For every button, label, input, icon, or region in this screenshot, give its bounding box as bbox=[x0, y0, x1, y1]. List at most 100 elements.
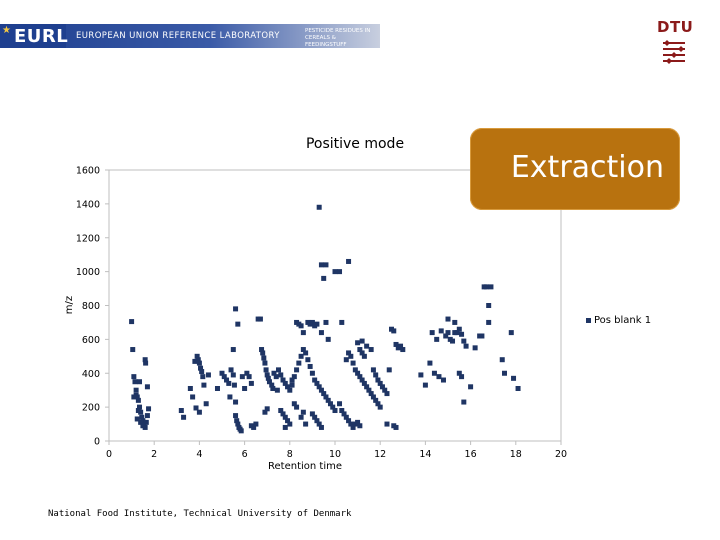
data-point bbox=[287, 421, 293, 427]
data-point bbox=[459, 374, 465, 380]
data-point bbox=[452, 319, 458, 325]
data-point bbox=[456, 326, 462, 332]
data-point bbox=[309, 319, 315, 325]
y-tick-label: 400 bbox=[82, 369, 100, 380]
data-point bbox=[296, 360, 302, 366]
data-point bbox=[227, 394, 233, 400]
data-point bbox=[201, 382, 207, 388]
chart-legend: Pos blank 1 bbox=[586, 315, 651, 326]
data-point bbox=[196, 409, 202, 415]
data-point bbox=[511, 375, 517, 381]
y-tick-label: 0 bbox=[94, 437, 100, 448]
data-point bbox=[343, 414, 349, 420]
data-point bbox=[325, 336, 331, 342]
data-point bbox=[280, 377, 286, 383]
data-point bbox=[375, 401, 381, 407]
data-point bbox=[357, 347, 363, 353]
data-point bbox=[350, 360, 356, 366]
data-point bbox=[230, 372, 236, 378]
y-tick-label: 800 bbox=[82, 301, 100, 312]
data-point bbox=[307, 363, 313, 369]
data-point bbox=[346, 418, 352, 424]
y-tick-label: 1000 bbox=[76, 267, 100, 278]
data-point bbox=[135, 408, 141, 414]
data-point bbox=[248, 423, 254, 429]
data-point bbox=[318, 330, 324, 336]
data-point bbox=[199, 369, 205, 375]
data-point bbox=[260, 350, 266, 356]
data-point bbox=[459, 331, 465, 337]
y-tick-label: 1600 bbox=[76, 166, 100, 177]
y-tick-label: 1200 bbox=[76, 233, 100, 244]
data-point bbox=[429, 330, 435, 336]
data-point bbox=[316, 421, 322, 427]
data-point bbox=[312, 414, 318, 420]
data-point bbox=[364, 343, 370, 349]
data-point bbox=[434, 336, 440, 342]
data-point bbox=[289, 382, 295, 388]
data-point bbox=[323, 262, 329, 268]
data-point bbox=[264, 406, 270, 412]
data-point bbox=[318, 424, 324, 430]
data-point bbox=[233, 399, 239, 405]
data-point bbox=[144, 413, 150, 419]
x-tick-label: 10 bbox=[329, 449, 341, 460]
data-point bbox=[431, 370, 437, 376]
data-point bbox=[273, 374, 279, 380]
data-point bbox=[352, 367, 358, 373]
dtu-logo: DTU bbox=[655, 18, 695, 66]
eurl-logo-text: EURL bbox=[14, 26, 69, 47]
data-point bbox=[144, 384, 150, 390]
data-point bbox=[463, 343, 469, 349]
data-point bbox=[137, 404, 143, 410]
data-point bbox=[386, 367, 392, 373]
data-point bbox=[361, 380, 367, 386]
data-point bbox=[348, 353, 354, 359]
data-point bbox=[262, 360, 268, 366]
data-point bbox=[355, 419, 361, 425]
data-point bbox=[262, 409, 268, 415]
data-point bbox=[337, 401, 343, 407]
data-point bbox=[398, 343, 404, 349]
data-point bbox=[348, 421, 354, 427]
x-tick-label: 8 bbox=[287, 449, 293, 460]
data-point bbox=[195, 357, 201, 363]
data-point bbox=[298, 323, 304, 329]
data-point bbox=[321, 275, 327, 281]
eurl-logo bbox=[0, 24, 66, 48]
data-point bbox=[461, 399, 467, 405]
chart-title: Positive mode bbox=[305, 136, 405, 152]
data-point bbox=[253, 421, 259, 427]
data-point bbox=[357, 423, 363, 429]
data-point bbox=[143, 419, 149, 425]
x-tick-label: 2 bbox=[151, 449, 157, 460]
data-point bbox=[339, 319, 345, 325]
data-point bbox=[248, 380, 254, 386]
data-point bbox=[479, 333, 485, 339]
data-point bbox=[359, 338, 365, 344]
data-point bbox=[321, 391, 327, 397]
data-point bbox=[271, 370, 277, 376]
data-point bbox=[264, 372, 270, 378]
data-point bbox=[468, 384, 474, 390]
data-point bbox=[181, 414, 187, 420]
eu-stars-icon: ★ bbox=[2, 25, 11, 36]
data-point bbox=[339, 408, 345, 414]
data-point bbox=[355, 370, 361, 376]
data-point bbox=[224, 377, 230, 383]
plot-area bbox=[108, 169, 562, 442]
data-point bbox=[269, 382, 275, 388]
y-tick-label: 200 bbox=[82, 403, 100, 414]
data-point bbox=[325, 397, 331, 403]
data-point bbox=[129, 319, 135, 325]
data-point bbox=[314, 418, 320, 424]
data-point bbox=[259, 347, 265, 353]
data-point bbox=[440, 377, 446, 383]
x-tick-label: 0 bbox=[106, 449, 112, 460]
data-point bbox=[289, 377, 295, 383]
data-point bbox=[373, 372, 379, 378]
data-point bbox=[139, 414, 145, 420]
data-point bbox=[244, 370, 250, 376]
data-point bbox=[393, 424, 399, 430]
data-point bbox=[287, 387, 293, 393]
